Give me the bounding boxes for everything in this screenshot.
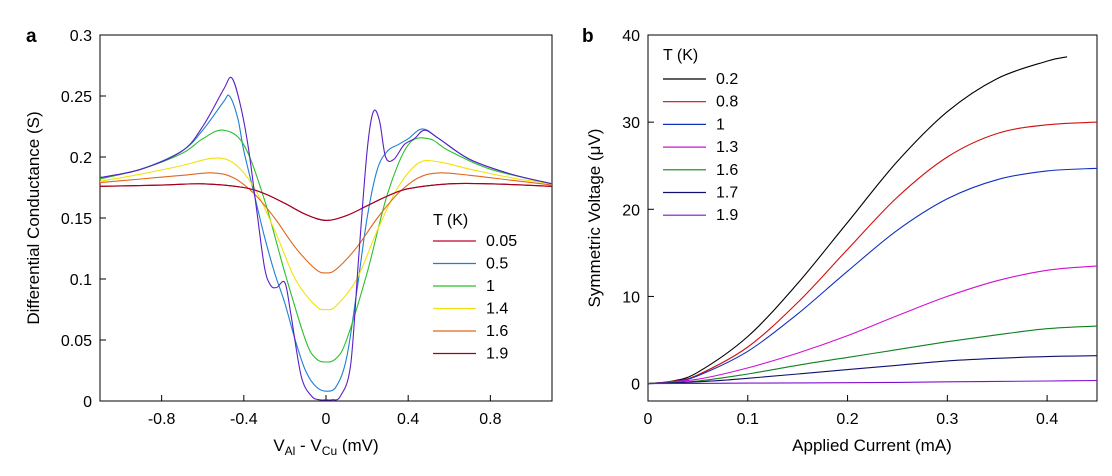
y-tick-label: 40 bbox=[622, 28, 640, 45]
legend-entry-label: 1.4 bbox=[486, 301, 508, 318]
series-line-1-9 bbox=[99, 182, 553, 221]
y-tick-label: 20 bbox=[622, 202, 640, 219]
series-line-0-05 bbox=[99, 182, 553, 221]
legend-title: T (K) bbox=[433, 212, 468, 229]
legend-entry-label: 0.5 bbox=[486, 256, 508, 273]
x-tick-label: 0.2 bbox=[836, 411, 858, 428]
y-label-mu: μ bbox=[585, 146, 604, 156]
panel-b-legend: T (K) 0.2 0.8 1 1.3 1.6 1.7 1.9 bbox=[663, 47, 738, 224]
panel-b-letter: b bbox=[582, 26, 594, 47]
x-label-v: V bbox=[273, 436, 285, 455]
panel-b-x-axis-title: Applied Current (mA) bbox=[792, 436, 952, 455]
y-tick-label: 0 bbox=[631, 377, 640, 394]
panel-a-legend: T (K) 0.05 0.5 1 1.4 1.6 1.9 bbox=[433, 212, 517, 363]
series-line-0-2 bbox=[647, 56, 1068, 385]
panel-b-x-ticks: 0 0.1 0.2 0.3 0.4 bbox=[644, 395, 1058, 428]
panel-a-x-axis-title: VAl - VCu (mV) bbox=[273, 436, 378, 458]
series-line-1-4 bbox=[99, 157, 553, 311]
panel-b-y-axis-title: Symmetric Voltage (μV) bbox=[585, 129, 604, 308]
y-tick-label: 30 bbox=[622, 115, 640, 132]
legend-entry-label: 1.6 bbox=[486, 323, 508, 340]
legend-entry-label: 0.2 bbox=[716, 71, 738, 88]
panel-a-y-ticks: 0 0.05 0.1 0.15 0.2 0.25 0.3 bbox=[61, 28, 106, 411]
panel-a-letter: a bbox=[26, 26, 37, 47]
panel-b-series-lines bbox=[647, 56, 1098, 385]
legend-entry-label: 1 bbox=[716, 116, 725, 133]
y-tick-label: 10 bbox=[622, 289, 640, 306]
legend-entry-label: 1.7 bbox=[716, 185, 738, 202]
x-label-sub-cu: Cu bbox=[322, 444, 337, 458]
panel-b-voltage-plot: b 0 0.1 0.2 0.3 0.4 0 10 20 30 40 T (K) 0.2 0.8 1 1.… bbox=[582, 26, 1098, 455]
y-label-post: V) bbox=[585, 129, 604, 146]
y-tick-label: 0.2 bbox=[70, 150, 92, 167]
panel-a-x-ticks: -0.8 -0.4 0 0.4 0.8 bbox=[148, 395, 502, 428]
legend-entry-label: 1.9 bbox=[486, 346, 508, 363]
y-tick-label: 0 bbox=[83, 394, 92, 411]
series-line-1 bbox=[647, 167, 1098, 385]
series-line-1-9 bbox=[647, 379, 1098, 385]
series-line-0-5 bbox=[99, 94, 553, 392]
x-tick-label: 0 bbox=[322, 411, 331, 428]
x-tick-label: 0 bbox=[644, 411, 653, 428]
x-tick-label: 0.8 bbox=[479, 411, 501, 428]
panel-a-plot-frame bbox=[99, 34, 553, 402]
y-tick-label: 0.3 bbox=[70, 28, 92, 45]
panel-a-y-axis-title: Differential Conductance (S) bbox=[24, 111, 43, 324]
series-line-unlabeled bbox=[99, 76, 553, 401]
series-line-1-3 bbox=[647, 265, 1098, 385]
legend-title: T (K) bbox=[663, 47, 698, 64]
x-label-sub-al: Al bbox=[285, 444, 296, 458]
y-tick-label: 0.05 bbox=[61, 333, 92, 350]
legend-entry-label: 1.6 bbox=[716, 162, 738, 179]
x-tick-label: 0.3 bbox=[936, 411, 958, 428]
y-label-pre: Symmetric Voltage ( bbox=[585, 155, 604, 307]
x-tick-label: 0.1 bbox=[737, 411, 759, 428]
x-label-minus-v: - V bbox=[295, 436, 322, 455]
legend-entry-label: 0.8 bbox=[716, 94, 738, 111]
legend-entry-label: 1 bbox=[486, 278, 495, 295]
x-label-unit: (mV) bbox=[337, 436, 379, 455]
series-line-1-6 bbox=[99, 172, 553, 274]
panel-a-series-lines bbox=[99, 76, 553, 401]
series-line-1-6 bbox=[647, 325, 1098, 385]
x-tick-label: -0.8 bbox=[148, 411, 176, 428]
series-line-1-7 bbox=[647, 355, 1098, 385]
y-tick-label: 0.15 bbox=[61, 211, 92, 228]
legend-entry-label: 1.9 bbox=[716, 207, 738, 224]
y-tick-label: 0.1 bbox=[70, 272, 92, 289]
x-tick-label: -0.4 bbox=[230, 411, 258, 428]
x-tick-label: 0.4 bbox=[397, 411, 419, 428]
legend-entry-label: 0.05 bbox=[486, 233, 517, 250]
panel-a-conductance-plot: a -0.8 -0.4 0 0.4 0.8 0 0.05 0.1 0.15 0.2 0.25 0.3… bbox=[24, 26, 553, 458]
panel-b-plot-frame bbox=[647, 34, 1098, 402]
series-line-1 bbox=[99, 129, 553, 363]
legend-entry-label: 1.3 bbox=[716, 139, 738, 156]
panel-b-y-ticks: 0 10 20 30 40 bbox=[622, 28, 654, 394]
x-tick-label: 0.4 bbox=[1036, 411, 1058, 428]
y-tick-label: 0.25 bbox=[61, 89, 92, 106]
